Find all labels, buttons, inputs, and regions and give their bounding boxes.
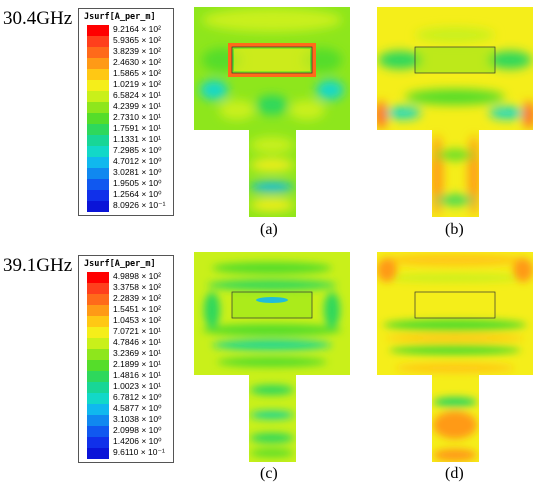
legend-swatch — [87, 437, 109, 448]
legend-tick-label: 3.1038 × 10⁰ — [113, 414, 162, 424]
legend-tick-label: 2.1899 × 10¹ — [113, 359, 161, 369]
legend-swatch — [87, 448, 109, 459]
current-plot-b: (b) — [375, 5, 535, 238]
legend-swatch — [87, 272, 109, 283]
legend-tick-label: 2.7310 × 10¹ — [113, 112, 161, 122]
legend-title: Jsurf[A_per_m] — [84, 259, 156, 269]
legend-tick-label: 5.9365 × 10² — [113, 35, 161, 45]
legend-tick-label: 3.0281 × 10⁰ — [113, 167, 162, 177]
legend-tick-label: 1.0453 × 10² — [113, 315, 161, 325]
legend-tick-label: 4.7846 × 10¹ — [113, 337, 161, 347]
legend-title: Jsurf[A_per_m] — [84, 12, 156, 22]
legend-swatch — [87, 382, 109, 393]
legend-tick-label: 4.5877 × 10⁰ — [113, 403, 162, 413]
legend-swatch — [87, 102, 109, 113]
legend-tick-label: 4.7012 × 10⁰ — [113, 156, 162, 166]
current-distribution-a — [194, 7, 350, 217]
panel-label-d: (d) — [445, 465, 464, 482]
current-distribution-c — [194, 252, 350, 462]
legend-swatch — [87, 58, 109, 69]
legend-swatch — [87, 36, 109, 47]
legend-swatch — [87, 124, 109, 135]
legend-swatch — [87, 69, 109, 80]
legend-swatch — [87, 349, 109, 360]
legend-swatch — [87, 404, 109, 415]
frequency-label-top: 30.4GHz — [3, 8, 73, 29]
panel-label-b: (b) — [445, 221, 464, 238]
legend-swatch — [87, 80, 109, 91]
legend-tick-label: 7.0721 × 10¹ — [113, 326, 161, 336]
legend-swatch — [87, 294, 109, 305]
current-plot-c: (c) — [192, 250, 352, 482]
legend-tick-label: 4.9898 × 10² — [113, 271, 161, 281]
legend-tick-label: 1.5865 × 10² — [113, 68, 161, 78]
current-plot-a: (a) — [192, 5, 352, 238]
legend-tick-label: 1.1331 × 10¹ — [113, 134, 161, 144]
legend-swatch — [87, 360, 109, 371]
legend-swatch — [87, 135, 109, 146]
legend-tick-label: 1.0023 × 10¹ — [113, 381, 161, 391]
legend-swatch — [87, 327, 109, 338]
panel-label-c: (c) — [260, 465, 278, 482]
legend-tick-label: 6.7812 × 10⁰ — [113, 392, 162, 402]
legend-tick-label: 9.2164 × 10² — [113, 24, 161, 34]
legend-tick-label: 8.0926 × 10⁻¹ — [113, 200, 166, 210]
legend-swatch — [87, 201, 109, 212]
legend-tick-label: 1.2564 × 10⁰ — [113, 189, 162, 199]
legend-tick-label: 7.2985 × 10⁰ — [113, 145, 162, 155]
legend-swatch — [87, 305, 109, 316]
legend-swatch — [87, 393, 109, 404]
legend-swatch — [87, 283, 109, 294]
panel-label-a: (a) — [260, 221, 278, 238]
legend-swatch — [87, 415, 109, 426]
legend-swatch — [87, 168, 109, 179]
legend-tick-label: 2.0998 × 10⁰ — [113, 425, 162, 435]
legend-tick-label: 1.4816 × 10¹ — [113, 370, 161, 380]
legend-tick-label: 4.2399 × 10¹ — [113, 101, 161, 111]
current-distribution-b — [377, 7, 533, 217]
legend-tick-label: 6.5824 × 10¹ — [113, 90, 161, 100]
current-plot-d: (d) — [375, 250, 535, 482]
legend-swatch — [87, 371, 109, 382]
legend-tick-label: 3.2369 × 10¹ — [113, 348, 161, 358]
legend-tick-label: 1.4206 × 10⁰ — [113, 436, 162, 446]
legend-swatch — [87, 146, 109, 157]
legend-swatch — [87, 316, 109, 327]
legend-tick-label: 9.6110 × 10⁻¹ — [113, 447, 165, 457]
legend-swatch — [87, 91, 109, 102]
legend-tick-label: 3.8239 × 10² — [113, 46, 161, 56]
legend-swatch — [87, 179, 109, 190]
legend-swatch — [87, 338, 109, 349]
legend-tick-label: 2.4630 × 10² — [113, 57, 161, 67]
legend-tick-label: 1.0219 × 10² — [113, 79, 161, 89]
legend-swatch — [87, 47, 109, 58]
frequency-label-bottom: 39.1GHz — [3, 255, 73, 276]
legend-swatch — [87, 25, 109, 36]
legend-tick-label: 1.7591 × 10¹ — [113, 123, 161, 133]
legend-tick-label: 2.2839 × 10² — [113, 293, 161, 303]
legend-tick-label: 3.3758 × 10² — [113, 282, 161, 292]
current-distribution-d — [377, 252, 533, 462]
legend-swatch — [87, 113, 109, 124]
legend-swatch — [87, 190, 109, 201]
colorbar-legend-bottom: Jsurf[A_per_m] 4.9898 × 10² 3.3758 × 10² 2… — [78, 255, 174, 463]
legend-tick-label: 1.5451 × 10² — [113, 304, 161, 314]
legend-tick-label: 1.9505 × 10⁰ — [113, 178, 162, 188]
colorbar-legend-top: Jsurf[A_per_m] 9.2164 × 10² 5.9365 × 10² 3… — [78, 8, 174, 216]
legend-swatch — [87, 157, 109, 168]
legend-swatch — [87, 426, 109, 437]
